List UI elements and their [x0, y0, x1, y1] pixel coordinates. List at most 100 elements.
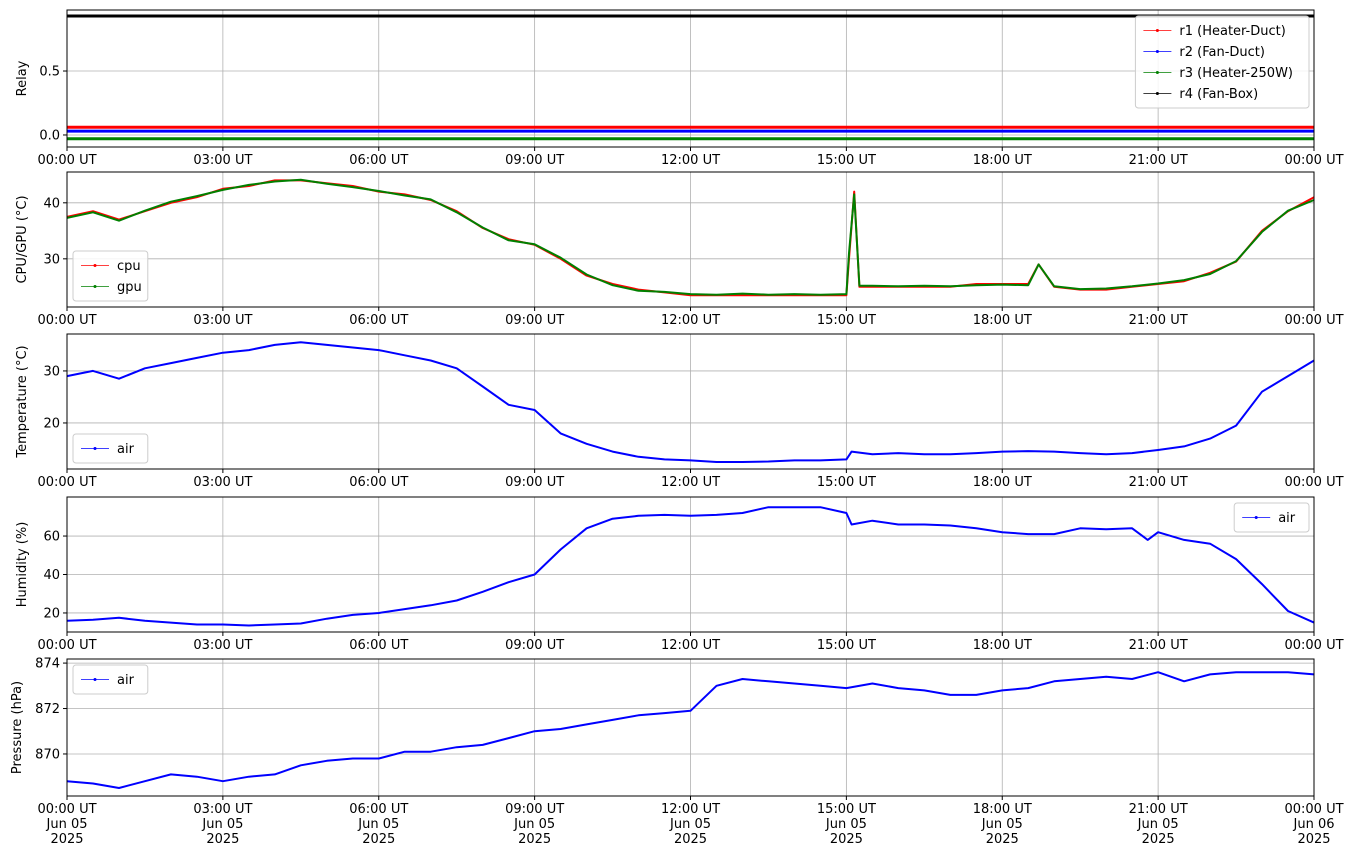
- legend-label: air: [117, 673, 135, 688]
- y-axis-label: Temperature (°C): [15, 345, 30, 458]
- y-tick-label: 40: [43, 568, 60, 583]
- x-tick-label: 00:00 UT: [1284, 638, 1343, 653]
- panel: 00:00 UT 03:00 UT 06:00 UT 09:00 UT 12:00 UT…: [15, 9, 1344, 168]
- legend-box: [72, 664, 149, 695]
- x-tick-label: 00:00 UT: [1284, 475, 1343, 490]
- series-line: [66, 341, 1315, 463]
- x-tick-label: 12:00 UT: [661, 153, 720, 168]
- legend-marker: [93, 285, 97, 288]
- x-tick-label: 15:00 UT Jun 05 2025: [817, 802, 876, 847]
- x-tick-label: 15:00 UT: [817, 313, 876, 328]
- y-tick-label: 30: [43, 252, 60, 267]
- legend: air: [1233, 502, 1310, 533]
- x-tick-label: 15:00 UT: [817, 153, 876, 168]
- x-tick-label: 09:00 UT: [505, 153, 564, 168]
- y-axis-label: Humidity (%): [15, 522, 30, 608]
- x-tick-label: 21:00 UT: [1129, 313, 1188, 328]
- panel: 00:00 UT Jun 05 2025 03:00 UT Jun 05 2025 06:0…: [10, 657, 1344, 847]
- x-tick-label: 00:00 UT: [37, 153, 96, 168]
- legend-marker: [93, 447, 97, 450]
- legend: air: [72, 664, 149, 695]
- y-tick-label: 874: [35, 657, 60, 672]
- x-tick-label: 09:00 UT: [505, 638, 564, 653]
- panel: 00:00 UT 03:00 UT 06:00 UT 09:00 UT 12:00 UT…: [15, 171, 1344, 328]
- x-tick-label: 12:00 UT Jun 05 2025: [661, 802, 720, 847]
- legend-marker: [93, 678, 97, 681]
- y-tick-label: 20: [43, 416, 60, 431]
- legend: air: [72, 433, 149, 464]
- legend-label: air: [117, 442, 135, 457]
- x-tick-label: 00:00 UT: [1284, 153, 1343, 168]
- legend-box: [1233, 502, 1310, 533]
- x-tick-label: 03:00 UT Jun 05 2025: [193, 802, 252, 847]
- x-tick-label: 06:00 UT: [349, 153, 408, 168]
- x-tick-label: 00:00 UT Jun 06 2025: [1284, 802, 1343, 847]
- y-tick-label: 40: [43, 196, 60, 211]
- y-tick-label: 60: [43, 530, 60, 545]
- legend-marker: [1155, 71, 1159, 74]
- y-tick-label: 0.0: [39, 128, 60, 143]
- x-tick-label: 15:00 UT: [817, 638, 876, 653]
- y-tick-label: 0.5: [39, 65, 60, 80]
- legend-label: r1 (Heater-Duct): [1179, 24, 1285, 39]
- y-tick-label: 872: [35, 702, 60, 717]
- legend-marker: [1254, 516, 1258, 519]
- legend-label: cpu: [117, 259, 141, 274]
- x-tick-label: 18:00 UT: [973, 475, 1032, 490]
- x-tick-label: 00:00 UT: [37, 475, 96, 490]
- legend-marker: [1155, 92, 1159, 95]
- x-tick-label: 21:00 UT: [1129, 475, 1188, 490]
- legend-label: gpu: [117, 280, 142, 295]
- x-tick-label: 06:00 UT: [349, 475, 408, 490]
- series-line: [66, 506, 1315, 627]
- x-tick-label: 09:00 UT Jun 05 2025: [505, 802, 564, 847]
- plot-frame: [66, 9, 1315, 148]
- x-tick-label: 00:00 UT Jun 05 2025: [37, 802, 96, 847]
- x-tick-label: 12:00 UT: [661, 475, 720, 490]
- x-tick-label: 06:00 UT: [349, 313, 408, 328]
- x-tick-label: 00:00 UT: [37, 638, 96, 653]
- legend-label: r2 (Fan-Duct): [1179, 45, 1265, 60]
- y-axis-label: Pressure (hPa): [10, 681, 25, 774]
- x-tick-label: 03:00 UT: [193, 313, 252, 328]
- y-axis-label: CPU/GPU (°C): [15, 195, 30, 283]
- x-tick-label: 18:00 UT: [973, 313, 1032, 328]
- x-tick-label: 03:00 UT: [193, 153, 252, 168]
- x-tick-label: 21:00 UT: [1129, 638, 1188, 653]
- legend-marker: [93, 264, 97, 267]
- x-tick-label: 18:00 UT: [973, 638, 1032, 653]
- x-tick-label: 00:00 UT: [37, 313, 96, 328]
- x-tick-label: 09:00 UT: [505, 475, 564, 490]
- series-line: [66, 671, 1315, 789]
- x-tick-label: 18:00 UT Jun 05 2025: [973, 802, 1032, 847]
- x-tick-label: 12:00 UT: [661, 313, 720, 328]
- legend-marker: [1155, 50, 1159, 53]
- legend-box: [72, 433, 149, 464]
- y-tick-label: 30: [43, 364, 60, 379]
- series-line: [66, 178, 1315, 296]
- x-tick-label: 03:00 UT: [193, 475, 252, 490]
- panel: 00:00 UT 03:00 UT 06:00 UT 09:00 UT 12:00 UT…: [15, 496, 1344, 653]
- x-tick-label: 18:00 UT: [973, 153, 1032, 168]
- x-tick-label: 03:00 UT: [193, 638, 252, 653]
- plot-frame: [66, 171, 1315, 308]
- legend-box: [1134, 15, 1310, 109]
- x-tick-label: 12:00 UT: [661, 638, 720, 653]
- plot-frame: [66, 658, 1315, 797]
- plot-frame: [66, 496, 1315, 633]
- x-tick-label: 09:00 UT: [505, 313, 564, 328]
- x-tick-label: 00:00 UT: [1284, 313, 1343, 328]
- legend: r1 (Heater-Duct) r2 (Fan-Duct) r3 (Heater-…: [1134, 15, 1310, 109]
- y-axis-label: Relay: [15, 60, 30, 96]
- legend: cpu gpu: [72, 250, 149, 302]
- legend-label: air: [1278, 511, 1296, 526]
- panel: 00:00 UT 03:00 UT 06:00 UT 09:00 UT 12:00 UT…: [15, 333, 1344, 490]
- x-tick-label: 21:00 UT: [1129, 153, 1188, 168]
- x-tick-label: 06:00 UT Jun 05 2025: [349, 802, 408, 847]
- x-tick-label: 21:00 UT Jun 05 2025: [1129, 802, 1188, 847]
- x-tick-label: 15:00 UT: [817, 475, 876, 490]
- x-tick-label: 06:00 UT: [349, 638, 408, 653]
- legend-label: r3 (Heater-250W): [1179, 66, 1293, 81]
